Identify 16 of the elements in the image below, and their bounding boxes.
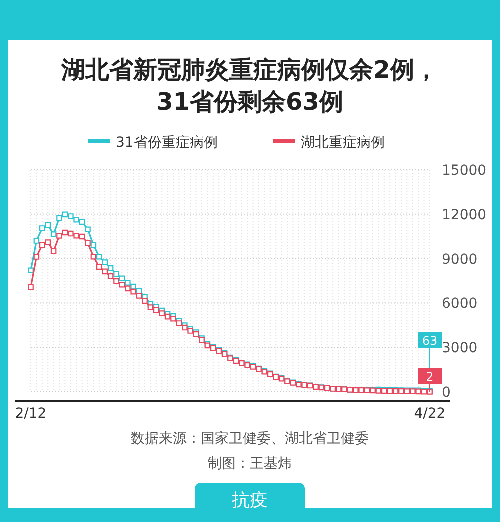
y-tick-label: 0 — [442, 385, 451, 401]
y-tick-label: 15000 — [442, 163, 487, 179]
y-tick-label: 6000 — [442, 296, 478, 312]
legend-label: 湖北重症病例 — [301, 135, 385, 151]
data-label: 2 — [426, 370, 434, 384]
x-tick-label: 2/12 — [15, 406, 47, 422]
text: 制图：王基炜 — [208, 456, 292, 472]
y-tick-label: 9000 — [442, 252, 478, 268]
chart-title: 湖北省新冠肺炎重症病例仅余2例，31省份剩余63例 — [60, 56, 438, 116]
legend-label: 31省份重症病例 — [116, 135, 218, 151]
x-tick-label: 4/22 — [414, 406, 446, 422]
y-tick-label: 12000 — [442, 207, 487, 224]
text: 抗疫 — [232, 490, 268, 511]
data-label: 63 — [422, 334, 438, 348]
source-note: 数据来源：国家卫健委、湖北省卫健委 — [131, 431, 369, 447]
y-tick-label: 3000 — [442, 340, 478, 357]
